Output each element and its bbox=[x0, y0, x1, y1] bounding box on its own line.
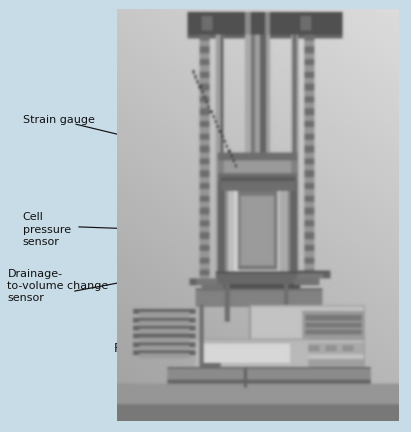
Text: Cell
pressure
sensor: Cell pressure sensor bbox=[23, 213, 71, 247]
Text: Pore flush: Pore flush bbox=[286, 196, 341, 206]
Text: Pore pressure
sensor: Pore pressure sensor bbox=[113, 342, 199, 371]
Text: Test specimen: Test specimen bbox=[286, 163, 365, 174]
Text: Load transducer: Load transducer bbox=[286, 109, 376, 120]
Text: Top drainage: Top drainage bbox=[286, 228, 358, 238]
Text: Drainage-
to-volume change
sensor: Drainage- to-volume change sensor bbox=[7, 269, 109, 303]
Text: Strain gauge: Strain gauge bbox=[23, 115, 95, 125]
